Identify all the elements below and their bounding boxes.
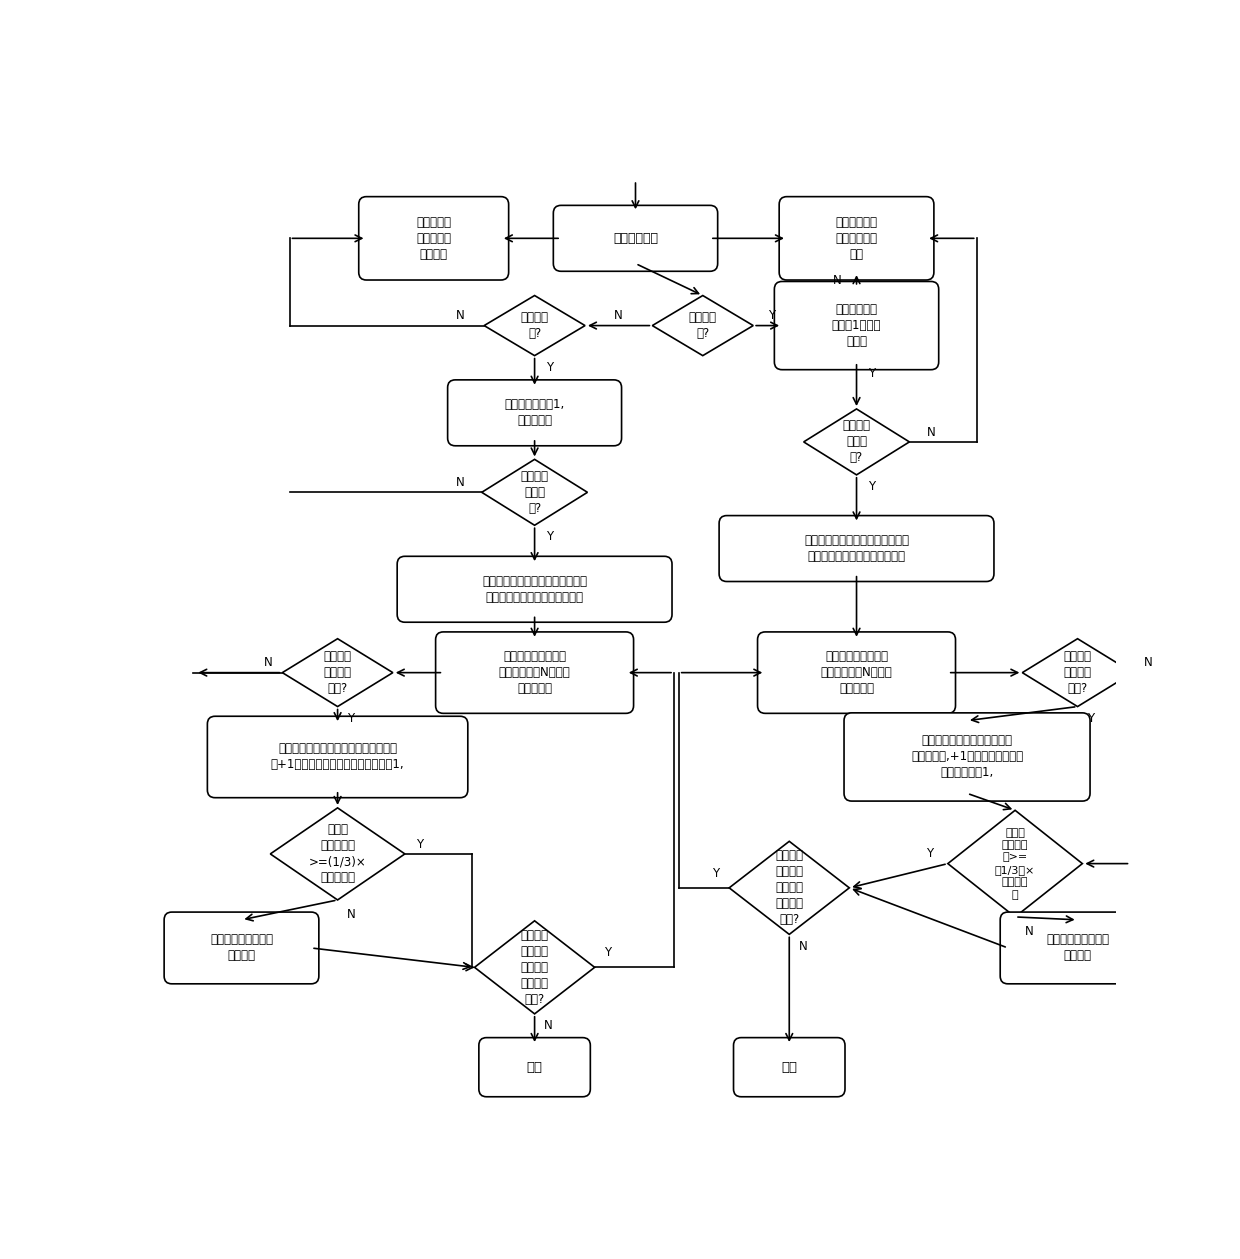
FancyBboxPatch shape — [1001, 912, 1154, 983]
Text: Y: Y — [868, 480, 875, 494]
Text: N: N — [799, 939, 807, 953]
Text: Y: Y — [1087, 711, 1094, 725]
FancyBboxPatch shape — [774, 282, 939, 370]
Text: 读取下一像
素点的元胞
强度状态: 读取下一像 素点的元胞 强度状态 — [417, 215, 451, 261]
Text: N: N — [347, 908, 356, 922]
Text: N: N — [1145, 656, 1153, 670]
Polygon shape — [270, 808, 404, 900]
FancyBboxPatch shape — [164, 912, 319, 983]
FancyBboxPatch shape — [719, 516, 994, 582]
Text: Y: Y — [868, 368, 875, 380]
Text: 读取出下
一条存入
的孔字符
串，是否
存在?: 读取出下 一条存入 的孔字符 串，是否 存在? — [775, 850, 804, 927]
Text: 以缝组成的区域做基
准，向外扩展N，组成
一个新区域: 以缝组成的区域做基 准，向外扩展N，组成 一个新区域 — [498, 650, 570, 695]
Text: 区域内
缝的总面积
>=(1/3)×
区域总面积: 区域内 缝的总面积 >=(1/3)× 区域总面积 — [309, 823, 367, 884]
FancyBboxPatch shape — [779, 196, 934, 279]
Text: N: N — [614, 310, 622, 322]
Polygon shape — [475, 920, 595, 1013]
Text: Y: Y — [546, 530, 553, 544]
Text: N: N — [455, 476, 465, 490]
Text: 从孔集合中，取出第一条存入的缝
字符串（即组成孔的元素坐标）: 从孔集合中，取出第一条存入的缝 字符串（即组成孔的元素坐标） — [804, 534, 909, 563]
Text: 输出该区域，缝的面
积、个数: 输出该区域，缝的面 积、个数 — [210, 933, 273, 962]
Text: 结束: 结束 — [527, 1060, 543, 1074]
Text: Y: Y — [417, 837, 424, 851]
Text: 读取出下
一条存入
的缝字符
串，是否
存在?: 读取出下 一条存入 的缝字符 串，是否 存在? — [521, 929, 548, 1006]
FancyBboxPatch shape — [435, 632, 634, 714]
FancyBboxPatch shape — [734, 1037, 844, 1097]
FancyBboxPatch shape — [553, 205, 718, 271]
Text: 该区域为
孔?: 该区域为 孔? — [688, 311, 717, 340]
Text: Y: Y — [713, 866, 719, 880]
FancyBboxPatch shape — [844, 713, 1090, 801]
Text: 该区域为
缝?: 该区域为 缝? — [521, 311, 548, 340]
Polygon shape — [947, 811, 1083, 917]
Text: 结束: 结束 — [781, 1060, 797, 1074]
Text: 修改遍历标志为1,
存入缝集合: 修改遍历标志为1, 存入缝集合 — [505, 398, 564, 427]
Text: 将区域内，所存在孔的面积相
加，孔条数,+1，且遍历被添加标
志设置设置为1,: 将区域内，所存在孔的面积相 加，孔条数,+1，且遍历被添加标 志设置设置为1, — [911, 734, 1023, 779]
Text: 从缝集合中，取出第一条存入的缝
字符串（即组成缝的元素坐标）: 从缝集合中，取出第一条存入的缝 字符串（即组成缝的元素坐标） — [482, 575, 587, 604]
Text: N: N — [833, 274, 842, 287]
FancyBboxPatch shape — [207, 716, 467, 798]
Text: Y: Y — [347, 711, 355, 725]
FancyBboxPatch shape — [758, 632, 956, 714]
Text: N: N — [264, 656, 273, 670]
Text: 读取下一像素
点的元胞强度
状态: 读取下一像素 点的元胞强度 状态 — [836, 215, 878, 261]
Polygon shape — [283, 638, 393, 706]
Text: 以孔组成的区域做基
准，向外扩展N，组成
一个新区域: 以孔组成的区域做基 准，向外扩展N，组成 一个新区域 — [821, 650, 893, 695]
Text: 元胞遍历标志
修改为1，存入
孔集合: 元胞遍历标志 修改为1，存入 孔集合 — [832, 303, 882, 347]
Text: N: N — [1024, 925, 1033, 938]
Text: 输出该区域，孔的面
积、个数: 输出该区域，孔的面 积、个数 — [1047, 933, 1109, 962]
Text: Y: Y — [768, 310, 775, 322]
FancyBboxPatch shape — [448, 380, 621, 446]
Text: 将区域内，所存在缝的面积相加，缝条
数+1，且遍历被添加标志设置设置为1,: 将区域内，所存在缝的面积相加，缝条 数+1，且遍历被添加标志设置设置为1, — [270, 743, 404, 772]
Text: 区域内，
存在其他
的缝?: 区域内， 存在其他 的缝? — [324, 650, 352, 695]
Polygon shape — [652, 296, 753, 355]
Text: N: N — [926, 426, 935, 438]
Text: Y: Y — [604, 947, 611, 959]
Polygon shape — [1022, 638, 1133, 706]
Text: N: N — [544, 1019, 553, 1032]
Text: 区域内，
存在其他
的孔?: 区域内， 存在其他 的孔? — [1064, 650, 1091, 695]
Text: 下一个像
素点为
空?: 下一个像 素点为 空? — [842, 419, 870, 465]
Text: N: N — [456, 310, 465, 322]
Text: 区域内
孔的总面
积>=
（1/3）×
区域总面
积: 区域内 孔的总面 积>= （1/3）× 区域总面 积 — [994, 827, 1035, 900]
Polygon shape — [484, 296, 585, 355]
Polygon shape — [481, 460, 588, 525]
Text: 进行孔缝识别: 进行孔缝识别 — [613, 232, 658, 244]
Text: Y: Y — [926, 847, 934, 860]
FancyBboxPatch shape — [479, 1037, 590, 1097]
FancyBboxPatch shape — [397, 556, 672, 622]
Text: 下一个像
素点为
空?: 下一个像 素点为 空? — [521, 470, 548, 515]
Text: Y: Y — [546, 361, 553, 374]
FancyBboxPatch shape — [358, 196, 508, 279]
Polygon shape — [729, 841, 849, 934]
Polygon shape — [804, 409, 909, 475]
